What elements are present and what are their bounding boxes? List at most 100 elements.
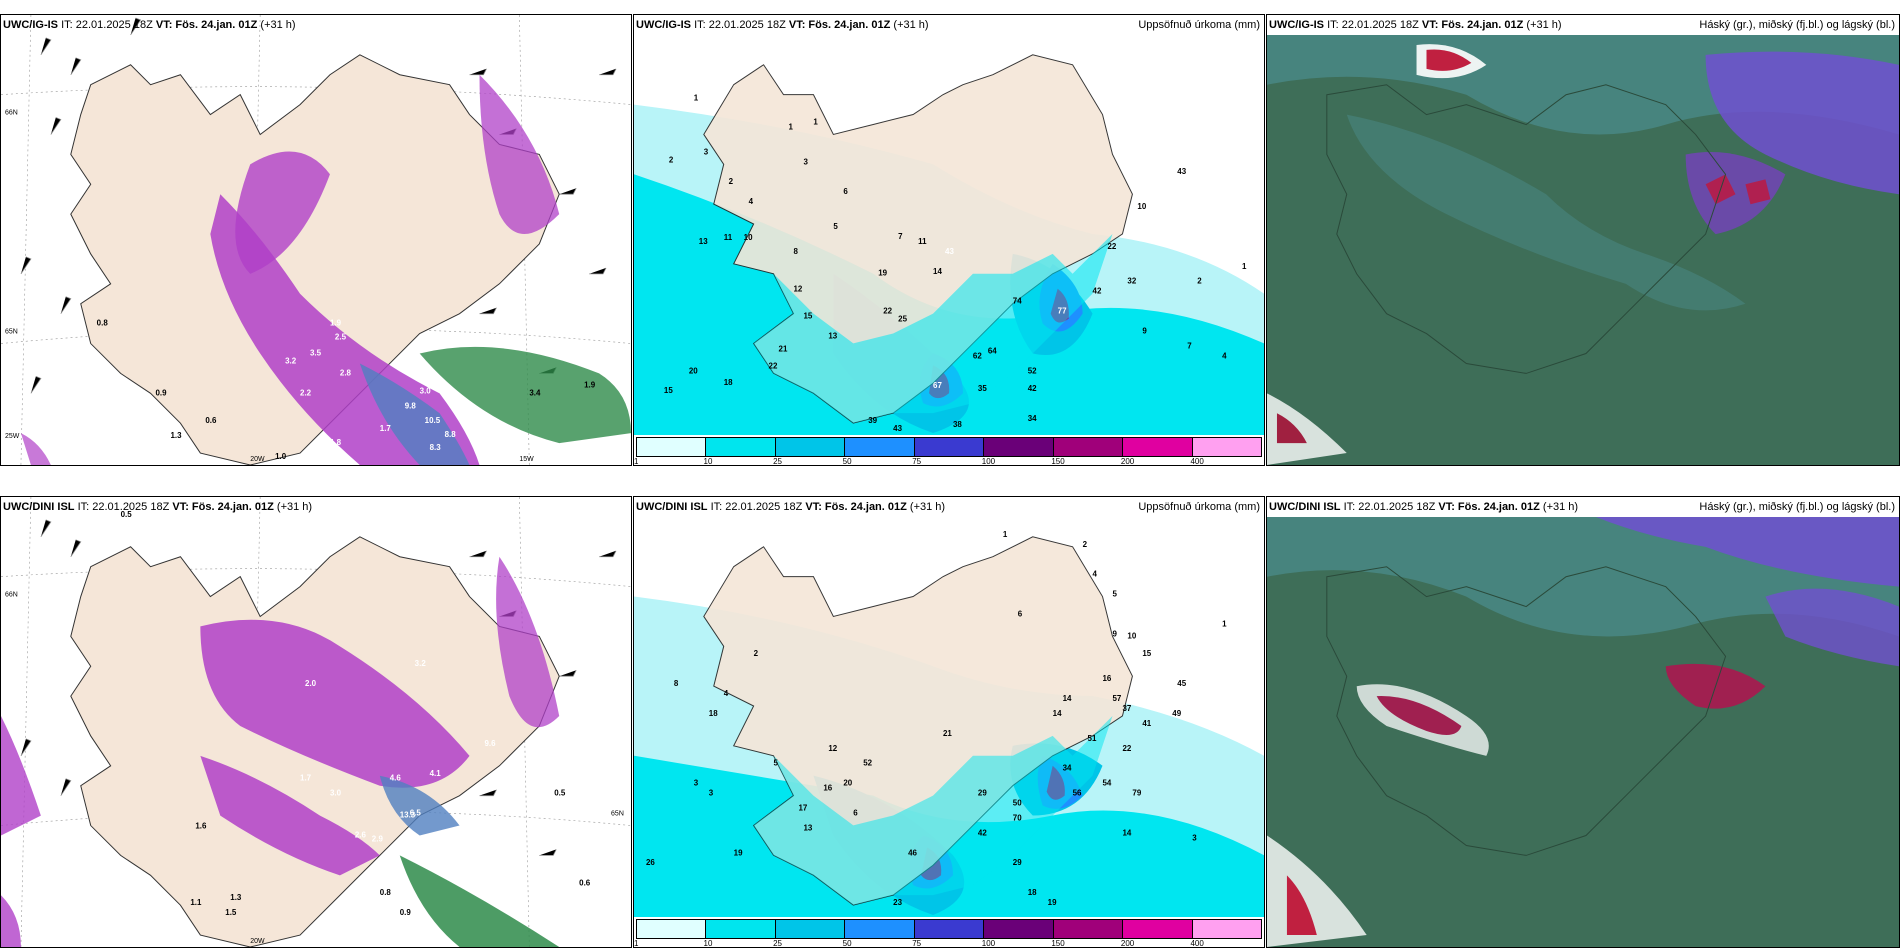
svg-text:21: 21 [943,729,952,738]
panel-subtitle: Háský (gr.), miðský (fj.bl.) og lágský (… [1699,19,1895,31]
svg-text:8.8: 8.8 [445,430,457,439]
svg-text:4.6: 4.6 [390,774,402,783]
panel-subtitle: Háský (gr.), miðský (fj.bl.) og lágský (… [1699,501,1895,513]
cloud-map [1267,517,1899,947]
svg-text:3.5: 3.5 [310,348,322,357]
legend-tick: 200 [1120,457,1135,466]
svg-text:43: 43 [893,424,902,433]
svg-text:1.9: 1.9 [330,319,342,328]
svg-text:13: 13 [803,823,812,832]
svg-text:79: 79 [1132,789,1141,798]
svg-text:52: 52 [1028,366,1037,375]
legend-tick: 25 [773,939,783,948]
svg-text:35: 35 [978,384,987,393]
legend-tick: 75 [912,457,922,466]
svg-text:3: 3 [803,157,808,166]
svg-text:64: 64 [988,346,997,355]
legend-tick: 150 [1051,939,1065,948]
svg-text:26: 26 [646,858,655,867]
svg-text:54: 54 [1103,779,1112,788]
svg-text:20W: 20W [250,456,265,463]
svg-text:65N: 65N [611,811,624,818]
panel-r2-accum: UWC/DINI ISL IT: 22.01.2025 18Z VT: Fös.… [633,496,1265,948]
svg-text:22: 22 [1107,242,1116,251]
svg-text:2.6: 2.6 [355,830,367,839]
svg-text:16: 16 [1103,674,1112,683]
svg-text:49: 49 [1172,709,1181,718]
svg-text:3: 3 [704,147,709,156]
legend-swatch [1123,438,1193,456]
svg-text:7: 7 [898,232,903,241]
svg-text:3.4: 3.4 [527,908,539,917]
legend-tick: 1 [634,939,639,948]
svg-text:10: 10 [1127,631,1136,640]
legend-swatch [1192,920,1261,938]
legend-tick: 150 [1051,457,1065,466]
legend-tick: 100 [981,939,996,948]
svg-text:6.5: 6.5 [410,809,422,818]
precip-legend: 1 10 25 50 75 100 150 200 400 [634,919,1262,948]
legend-swatch [706,438,776,456]
svg-text:50: 50 [1013,799,1022,808]
legend-tick: 10 [703,457,713,466]
panel-title: UWC/DINI ISL IT: 22.01.2025 18Z VT: Fös.… [1269,501,1579,513]
legend-swatch [1123,920,1193,938]
svg-text:0.8: 0.8 [380,888,392,897]
svg-text:4: 4 [749,197,754,206]
svg-text:0.5: 0.5 [554,789,566,798]
svg-text:66N: 66N [5,592,18,599]
svg-text:15W: 15W [519,456,534,463]
svg-text:14: 14 [1053,709,1062,718]
svg-text:3: 3 [694,779,699,788]
svg-text:77: 77 [1058,307,1067,316]
svg-text:2: 2 [754,649,759,658]
svg-text:21: 21 [779,344,788,353]
svg-text:5: 5 [833,222,838,231]
panel-title: UWC/IG-IS IT: 22.01.2025 18Z VT: Fös. 24… [636,19,929,31]
svg-text:9.6: 9.6 [484,739,496,748]
svg-text:15: 15 [803,312,812,321]
svg-text:1.7: 1.7 [300,774,312,783]
legend-tick: 10 [703,939,713,948]
svg-text:34: 34 [1028,414,1037,423]
svg-text:2.2: 2.2 [300,388,312,397]
svg-text:13.3: 13.3 [400,811,416,820]
svg-text:39: 39 [868,416,877,425]
cloud-map [1267,35,1899,465]
svg-text:1.5: 1.5 [225,908,237,917]
svg-text:5: 5 [774,759,779,768]
svg-text:3: 3 [709,789,714,798]
svg-text:6: 6 [853,808,858,817]
legend-tick: 25 [773,457,783,466]
svg-text:18: 18 [709,709,718,718]
legend-tick: 50 [842,939,852,948]
svg-text:70: 70 [1013,813,1022,822]
legend-swatch [914,438,985,456]
panel-subtitle: Uppsöfnuð úrkoma (mm) [1138,19,1260,31]
svg-text:18: 18 [1028,888,1037,897]
svg-text:32: 32 [1127,277,1136,286]
svg-text:9.8: 9.8 [405,401,417,410]
svg-text:8.3: 8.3 [430,443,442,452]
svg-text:0.6: 0.6 [579,878,591,887]
svg-text:2.5: 2.5 [335,333,347,342]
accum-precip-map: 1 2 3 4 5 6 8 9 10 14 15 18 19 21 22 26 … [634,497,1264,917]
svg-text:10: 10 [1137,202,1146,211]
svg-text:25W: 25W [5,433,20,440]
svg-text:10.5: 10.5 [425,416,441,425]
svg-text:1: 1 [1242,262,1247,271]
svg-text:25: 25 [898,315,907,324]
svg-text:19: 19 [1048,898,1057,907]
svg-text:1: 1 [1222,619,1227,628]
svg-text:1.6: 1.6 [195,822,207,831]
svg-text:1.7: 1.7 [380,424,392,433]
svg-text:1.0: 1.0 [275,452,287,461]
svg-text:11: 11 [918,237,927,246]
legend-swatch [1053,438,1124,456]
svg-text:0.9: 0.9 [400,908,412,917]
panel-r2-cloud: UWC/DINI ISL IT: 22.01.2025 18Z VT: Fös.… [1266,496,1900,948]
panel-subtitle: Uppsöfnuð úrkoma (mm) [1138,501,1260,513]
svg-text:45: 45 [1177,679,1186,688]
svg-text:3.2: 3.2 [415,659,427,668]
svg-text:65N: 65N [5,329,18,336]
